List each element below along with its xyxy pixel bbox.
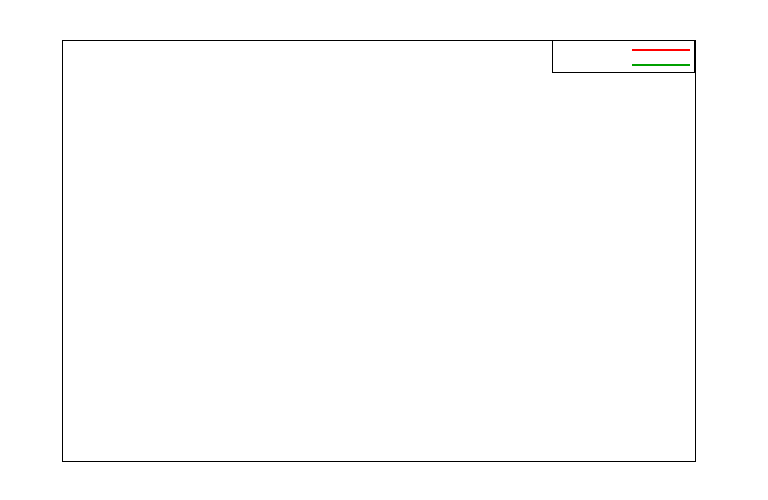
chart-legend [552, 40, 695, 73]
legend-swatch-energy [632, 64, 690, 66]
data-layer [63, 41, 695, 461]
plot-area [62, 40, 696, 462]
legend-entry-power [553, 42, 694, 57]
legend-swatch-power [632, 49, 690, 51]
legend-entry-energy [553, 57, 694, 72]
